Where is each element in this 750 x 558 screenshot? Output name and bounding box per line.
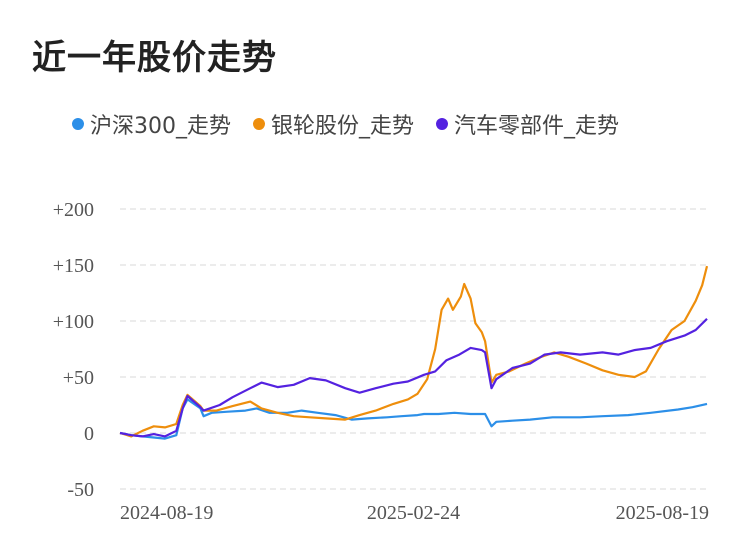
legend-item-auto-parts[interactable]: 汽车零部件_走势 xyxy=(436,108,619,140)
series-layer xyxy=(119,265,709,440)
legend-label-auto-parts: 汽车零部件_走势 xyxy=(454,114,620,139)
series-line-auto-parts xyxy=(119,318,708,438)
x-tick-label: 2025-02-24 xyxy=(367,502,460,524)
grid-layer xyxy=(120,208,707,490)
legend-item-hs300[interactable]: 沪深300_走势 xyxy=(72,108,231,140)
x-tick-label: 2024-08-19 xyxy=(120,502,213,524)
legend-dot-hs300 xyxy=(72,118,84,130)
legend-dot-yinlun xyxy=(253,118,265,130)
legend-item-yinlun[interactable]: 银轮股份_走势 xyxy=(253,108,414,140)
legend: 沪深300_走势 银轮股份_走势 汽车零部件_走势 xyxy=(72,108,641,140)
legend-label-yinlun: 银轮股份_走势 xyxy=(271,114,415,139)
y-tick-label: +150 xyxy=(53,255,94,277)
y-tick-label: -50 xyxy=(67,479,94,501)
x-tick-label: 2025-08-19 xyxy=(616,502,709,524)
x-axis-ticks: 2024-08-19 2025-02-24 2025-08-19 xyxy=(120,502,709,524)
chart-title: 近一年股价走势 xyxy=(32,38,277,78)
y-axis-ticks: -50 0 +50 +100 +150 +200 xyxy=(53,199,94,501)
y-tick-label: 0 xyxy=(84,423,94,445)
legend-label-hs300: 沪深300_走势 xyxy=(90,114,231,139)
y-tick-label: +100 xyxy=(53,311,94,333)
legend-dot-auto-parts xyxy=(436,118,449,130)
series-line-yinlun xyxy=(119,265,709,438)
y-tick-label: +50 xyxy=(63,367,94,389)
y-tick-label: +200 xyxy=(53,199,94,221)
